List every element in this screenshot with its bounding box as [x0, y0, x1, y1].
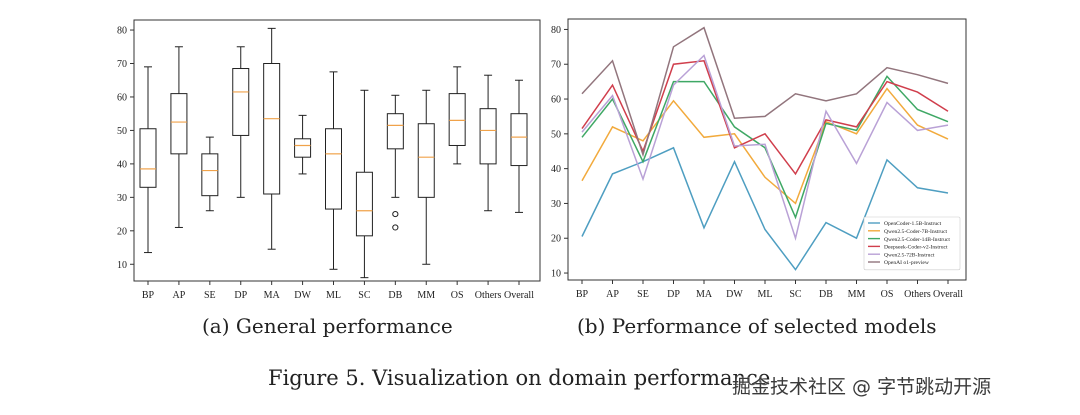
box-overall [510, 113, 528, 167]
series-line-3 [581, 59, 949, 176]
box-se [201, 153, 219, 197]
legend-label-3: Deepseek-Coder-v2-Instruct [884, 245, 948, 251]
series-line-5 [581, 26, 949, 158]
x-tick-label-bp: BP [576, 289, 589, 300]
legend: OpenCoder-1.5B-Instruct Qwen2.5-Coder-7B-… [863, 216, 961, 271]
series-line-4 [581, 54, 949, 241]
box-dw [294, 138, 312, 158]
legend-label-5: OpenAI o1-preview [884, 260, 930, 266]
x-tick-label-se: SE [204, 290, 216, 301]
box-ap [170, 93, 188, 155]
y-tick-label: 30 [117, 193, 127, 204]
x-tick-label-ma: MA [696, 289, 713, 300]
line-plot-selected-models: 10 20 30 40 50 60 70 80 BP AP SE DP MA DW ML SC DB MM OS Ot… [551, 18, 967, 300]
y-tick-label: 70 [117, 59, 127, 70]
series-line-2 [581, 75, 949, 220]
box-os [448, 93, 466, 146]
box-ma [263, 63, 281, 195]
x-tick-label-overall: Overall [504, 290, 534, 301]
y-tick-label: 80 [117, 26, 127, 37]
y-tick-label: 20 [117, 226, 127, 237]
x-tick-label-ml: ML [758, 289, 773, 300]
x-tick-label-ml: ML [326, 290, 341, 301]
box-ml [325, 128, 342, 210]
x-tick-label-mm: MM [417, 290, 435, 301]
box-plot-general-performance: 10 20 30 40 50 60 70 80 BP AP SE DP MA DW ML SC DB MM OS Ot… [117, 19, 541, 301]
x-tick-label-os: OS [881, 289, 894, 300]
y-tick-label: 10 [117, 260, 127, 271]
y-tick-label: 50 [117, 126, 127, 137]
x-tick-label-dw: DW [726, 289, 743, 300]
plot-frame [133, 19, 541, 282]
series-line-1 [581, 87, 949, 205]
y-tick-label: 20 [551, 234, 561, 245]
x-tick-label-others: Others [475, 290, 502, 301]
y-tick-label: 10 [551, 269, 561, 280]
caption-selected-models: (b) Performance of selected models [577, 314, 937, 338]
y-tick-label: 70 [551, 60, 561, 71]
x-tick-label-ap: AP [173, 290, 186, 301]
caption-general-performance: (a) General performance [202, 314, 453, 338]
x-tick-label-dp: DP [667, 289, 680, 300]
watermark-text: 掘金技术社区 @ 字节跳动开源 [732, 376, 992, 398]
x-tick-label-ap: AP [606, 289, 619, 300]
x-tick-label-mm: MM [848, 289, 866, 300]
legend-label-0: OpenCoder-1.5B-Instruct [884, 221, 942, 227]
plot-frame [567, 18, 967, 281]
box-dp [232, 68, 250, 136]
x-tick-label-overall: Overall [933, 289, 963, 300]
legend-label-1: Qwen2.5-Coder-7B-Instruct [884, 229, 948, 235]
y-tick-label: 30 [551, 199, 561, 210]
y-tick-label: 50 [551, 129, 561, 140]
box-db [386, 113, 404, 150]
outlier-db [392, 224, 399, 231]
y-tick-label: 60 [117, 92, 127, 103]
box-sc [355, 171, 373, 237]
x-tick-label-others: Others [904, 289, 931, 300]
x-tick-label-db: DB [819, 289, 833, 300]
x-tick-label-sc: SC [789, 289, 802, 300]
legend-label-4: Qwen2.5-72B-Instruct [884, 252, 935, 258]
x-tick-label-db: DB [388, 290, 402, 301]
y-tick-label: 40 [551, 164, 561, 175]
box-mm [417, 123, 435, 198]
x-tick-label-sc: SC [358, 290, 371, 301]
x-tick-label-bp: BP [142, 290, 155, 301]
outlier-db [392, 210, 399, 218]
y-tick-label: 40 [117, 159, 127, 170]
box-bp [139, 128, 157, 188]
x-tick-label-dp: DP [234, 290, 247, 301]
x-tick-label-dw: DW [294, 290, 311, 301]
box-others [479, 108, 497, 165]
x-tick-label-se: SE [637, 289, 649, 300]
y-tick-label: 80 [551, 25, 561, 36]
x-tick-label-ma: MA [264, 290, 281, 301]
x-tick-label-os: OS [451, 290, 464, 301]
legend-frame [863, 216, 961, 271]
legend-label-2: Qwen2.5-Coder-14B-Instruct [884, 237, 950, 243]
y-tick-label: 60 [551, 95, 561, 106]
figure-caption: Figure 5. Visualization on domain perfor… [268, 366, 771, 390]
